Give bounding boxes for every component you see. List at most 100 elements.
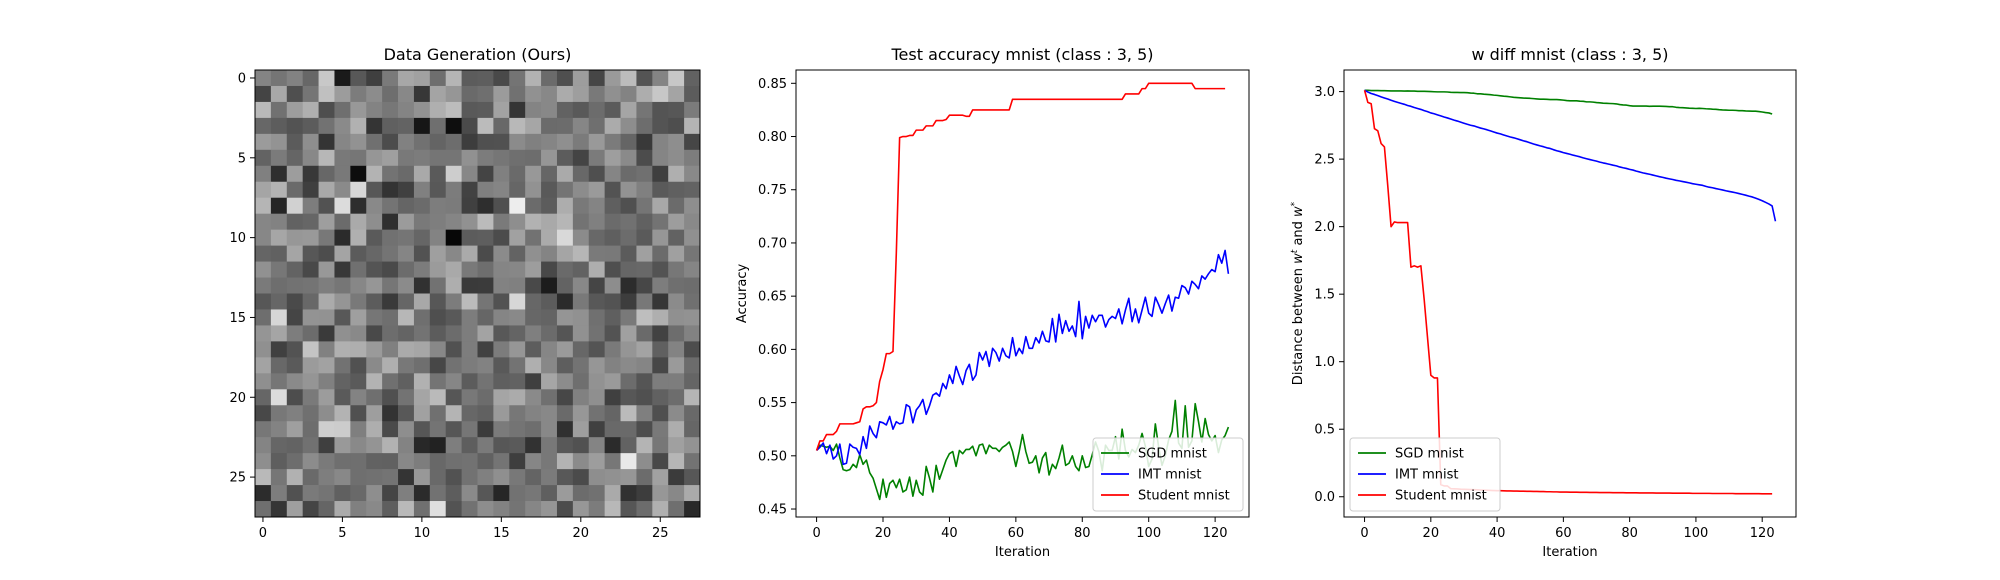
heatmap-cell — [509, 261, 526, 278]
heatmap-cell — [525, 501, 542, 518]
heatmap-cell — [382, 341, 399, 358]
heatmap-cell — [556, 357, 574, 374]
heatmap-cell — [318, 293, 335, 310]
heatmap-cell — [509, 325, 526, 342]
heatmap-cell — [270, 485, 288, 502]
heatmap-cell — [302, 133, 319, 151]
heatmap-cell — [350, 357, 367, 374]
heatmap-cell — [398, 309, 415, 326]
heatmap-cell — [255, 70, 272, 87]
heatmap-cell — [636, 197, 653, 215]
x-tick-label: 25 — [652, 526, 669, 541]
heatmap-cell — [525, 117, 542, 135]
heatmap-cell — [461, 229, 478, 246]
heatmap-cell — [366, 117, 383, 135]
heatmap-cell — [652, 309, 669, 326]
heatmap-cell — [509, 309, 526, 326]
heatmap-cell — [572, 101, 590, 119]
heatmap-cell — [286, 453, 304, 470]
heatmap-cell — [636, 149, 653, 167]
heatmap-cell — [604, 501, 621, 518]
heatmap-cell — [684, 245, 701, 262]
heatmap-cell — [429, 437, 447, 454]
heatmap-cell — [668, 117, 685, 135]
heatmap-cell — [556, 277, 574, 294]
y-tick-label: 0.60 — [758, 343, 787, 358]
heatmap-cell — [398, 70, 415, 87]
accuracy-series-imt-mnist — [816, 249, 1230, 466]
heatmap-cell — [588, 453, 606, 470]
heatmap-cell — [668, 293, 685, 310]
heatmap-cell — [366, 165, 383, 183]
heatmap-cell — [318, 229, 335, 246]
heatmap-cell — [398, 437, 415, 454]
heatmap-cell — [366, 85, 383, 103]
heatmap-cell — [525, 229, 542, 246]
heatmap-cell — [461, 181, 478, 199]
heatmap-cell — [477, 229, 494, 246]
heatmap-cell — [413, 277, 431, 294]
heatmap-cell — [270, 229, 288, 246]
heatmap-y-ticks: 0 5 10 15 20 25 — [229, 71, 255, 486]
heatmap-cell — [334, 485, 351, 502]
heatmap-cell — [668, 469, 685, 486]
heatmap-cell — [270, 453, 288, 470]
heatmap-cell — [286, 213, 304, 231]
heatmap-cell — [302, 85, 319, 103]
heatmap-cell — [604, 229, 621, 246]
heatmap-cell — [604, 85, 621, 103]
heatmap-cell — [318, 341, 335, 358]
y-tick-label: 0.75 — [758, 183, 787, 198]
heatmap-cell — [572, 133, 590, 151]
heatmap-cell — [334, 181, 351, 199]
heatmap-cell — [509, 149, 526, 167]
heatmap-cell — [509, 357, 526, 374]
heatmap-cell — [350, 149, 367, 167]
heatmap-cell — [429, 229, 447, 246]
y-tick-label: 0 — [238, 71, 246, 86]
heatmap-cell — [302, 485, 319, 502]
heatmap-cell — [620, 149, 637, 167]
heatmap-cell — [255, 85, 272, 103]
heatmap-cell — [652, 181, 669, 199]
heatmap-cell — [350, 389, 367, 406]
heatmap-cell — [620, 405, 637, 422]
heatmap-cell — [270, 245, 288, 262]
y-tick-label: 0.65 — [758, 290, 787, 305]
heatmap-cell — [588, 357, 606, 374]
wdiff-lines — [1363, 89, 1777, 495]
heatmap-cell — [413, 357, 431, 374]
heatmap-cell — [477, 261, 494, 278]
heatmap-cell — [286, 357, 304, 374]
heatmap-cell — [493, 213, 510, 231]
heatmap-cell — [556, 421, 574, 438]
heatmap-cell — [541, 437, 558, 454]
heatmap-cell — [413, 85, 431, 103]
heatmap-cell — [429, 277, 447, 294]
heatmap-cell — [366, 357, 383, 374]
heatmap-cell — [318, 309, 335, 326]
legend-box — [1349, 437, 1501, 512]
heatmap-cell — [620, 101, 637, 119]
heatmap-cell — [270, 101, 288, 119]
heatmap-cell — [366, 437, 383, 454]
heatmap-cell — [588, 245, 606, 262]
heatmap-cell — [604, 101, 621, 119]
heatmap-cell — [413, 405, 431, 422]
heatmap-cell — [684, 469, 701, 486]
heatmap-cell — [604, 437, 621, 454]
heatmap-cell — [286, 421, 304, 438]
heatmap-cell — [366, 245, 383, 262]
heatmap-cell — [398, 277, 415, 294]
heatmap-cell — [255, 469, 272, 486]
heatmap-cell — [334, 293, 351, 310]
heatmap-cell — [413, 469, 431, 486]
heatmap-cell — [556, 293, 574, 310]
heatmap-cell — [556, 197, 574, 215]
heatmap-cell — [286, 117, 304, 135]
heatmap-cell — [588, 117, 606, 135]
heatmap-cell — [270, 133, 288, 151]
heatmap-cell — [509, 133, 526, 151]
heatmap-cell — [255, 357, 272, 374]
heatmap-cell — [556, 309, 574, 326]
